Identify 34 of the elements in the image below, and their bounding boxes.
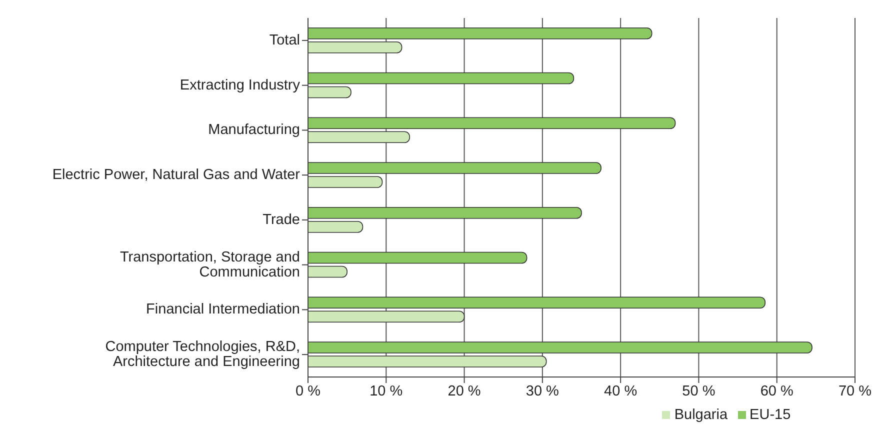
x-tick-label: 0 %	[296, 383, 321, 400]
bar	[308, 342, 812, 354]
bar	[308, 131, 410, 144]
bar	[308, 117, 676, 130]
x-tick-label: 20 %	[448, 383, 481, 400]
y-tick-label: Extracting Industry	[180, 77, 301, 94]
x-tick-label: 60 %	[760, 383, 794, 400]
x-tick-label: 70 %	[838, 383, 872, 400]
bar	[308, 356, 547, 368]
x-tick-label: 10 %	[370, 383, 403, 400]
legend-label: EU-15	[750, 407, 791, 423]
x-tick-label: 50 %	[682, 383, 716, 400]
y-tick-label: Computer Technologies, R&D, Architecture and Engineering	[105, 339, 300, 370]
legend-label: Bulgaria	[674, 407, 728, 423]
bar	[308, 41, 402, 54]
x-tick-label: 30 %	[526, 383, 560, 400]
y-tick-label: Financial Intermediation	[146, 302, 300, 318]
bar	[308, 72, 574, 84]
bar	[308, 86, 352, 98]
bar	[308, 162, 602, 174]
y-tick-label: Transportation, Storage and Communication	[120, 249, 300, 280]
bar	[308, 27, 652, 40]
bar	[308, 252, 528, 264]
y-tick-label: Manufacturing	[208, 122, 300, 138]
y-tick-label: Total	[269, 32, 300, 48]
bar	[308, 266, 348, 278]
bar	[308, 220, 364, 233]
bar	[308, 206, 582, 219]
bar	[308, 310, 465, 323]
x-tick-label: 40 %	[604, 383, 638, 400]
y-tick-label: Trade	[262, 212, 300, 228]
bar	[308, 176, 383, 188]
y-tick-label: Electric Power, Natural Gas and Water	[52, 167, 300, 184]
bar	[308, 296, 766, 309]
